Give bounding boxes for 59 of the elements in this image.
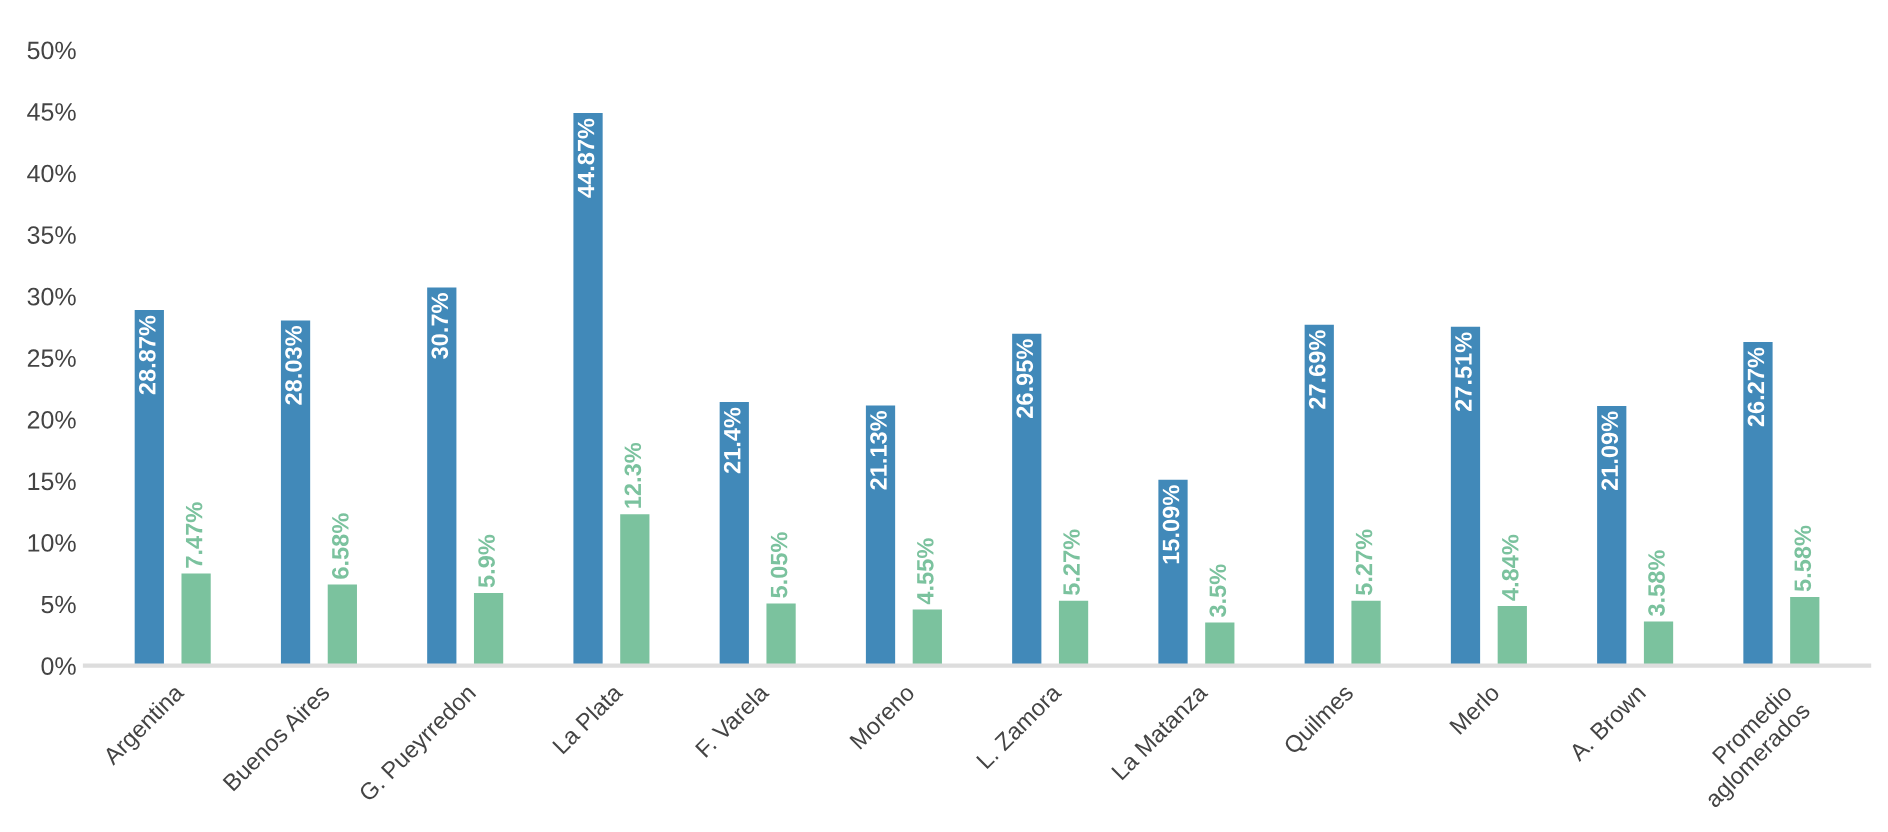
bar bbox=[1012, 333, 1042, 666]
y-tick-label: 20% bbox=[27, 410, 76, 429]
bar bbox=[1743, 342, 1773, 666]
bar bbox=[181, 573, 211, 666]
data-label: 15.09% bbox=[1162, 485, 1180, 564]
data-label: 5.58% bbox=[1794, 525, 1812, 592]
bar bbox=[766, 603, 796, 666]
bar bbox=[327, 584, 357, 666]
bar bbox=[1304, 324, 1334, 666]
bar bbox=[1597, 405, 1627, 666]
data-label: 4.84% bbox=[1501, 534, 1519, 601]
bar bbox=[1058, 600, 1089, 666]
y-tick-label: 25% bbox=[27, 349, 76, 368]
bar bbox=[134, 310, 164, 666]
data-label: 21.09% bbox=[1601, 411, 1619, 491]
data-label: 44.87% bbox=[577, 118, 595, 198]
data-label: 28.03% bbox=[285, 325, 302, 405]
bar bbox=[1497, 606, 1527, 666]
data-label: 30.7% bbox=[431, 293, 449, 359]
data-label: 3.5% bbox=[1209, 564, 1227, 618]
data-label: 5.9% bbox=[478, 534, 495, 588]
y-tick-label: 15% bbox=[28, 472, 76, 491]
bar bbox=[1158, 479, 1188, 666]
bar bbox=[1790, 596, 1820, 666]
data-label: 26.27% bbox=[1747, 347, 1765, 427]
y-tick-label: 5% bbox=[41, 595, 76, 614]
data-label: 28.87% bbox=[138, 315, 156, 395]
data-label: 27.69% bbox=[1308, 330, 1326, 409]
y-tick-label: 30% bbox=[27, 287, 76, 306]
data-label: 5.27% bbox=[1063, 529, 1080, 596]
data-label: 21.4% bbox=[723, 407, 741, 474]
data-label: 5.27% bbox=[1355, 529, 1373, 596]
data-label: 7.47% bbox=[185, 502, 203, 568]
y-tick-label: 35% bbox=[27, 226, 76, 244]
bar bbox=[620, 514, 650, 666]
bar bbox=[912, 609, 942, 666]
data-label: 21.13% bbox=[870, 410, 887, 490]
data-label: 3.58% bbox=[1648, 550, 1665, 617]
y-tick-label: 45% bbox=[27, 103, 76, 121]
bar bbox=[1205, 622, 1235, 666]
bar bbox=[427, 287, 457, 666]
bar bbox=[1450, 326, 1481, 666]
bar bbox=[280, 320, 311, 666]
bar bbox=[473, 592, 504, 666]
bar bbox=[1351, 600, 1381, 666]
bar bbox=[719, 402, 749, 666]
y-tick-label: 0% bbox=[41, 657, 76, 675]
bar bbox=[865, 405, 896, 666]
data-label: 4.55% bbox=[916, 538, 934, 605]
y-tick-label: 40% bbox=[27, 164, 76, 183]
data-label: 27.51% bbox=[1455, 332, 1472, 412]
y-tick-label: 50% bbox=[27, 41, 76, 60]
bar bbox=[1643, 621, 1674, 666]
data-label: 26.95% bbox=[1016, 339, 1034, 418]
y-tick-label: 10% bbox=[28, 534, 76, 552]
bar bbox=[573, 113, 603, 666]
data-label: 6.58% bbox=[331, 513, 349, 579]
data-label: 5.05% bbox=[770, 532, 788, 598]
data-label: 12.3% bbox=[624, 442, 642, 508]
